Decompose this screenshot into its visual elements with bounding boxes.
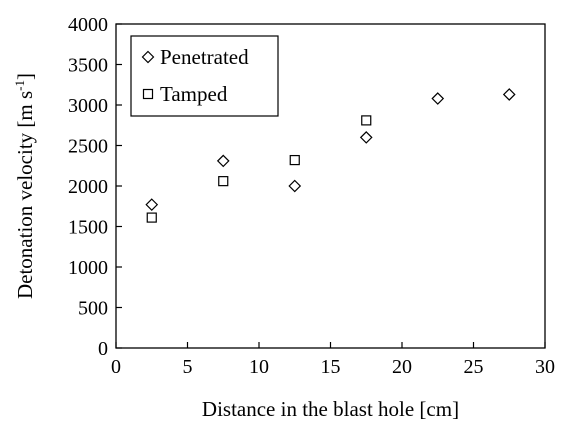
x-tick-label: 20: [392, 356, 412, 378]
y-tick-label: 2500: [68, 136, 108, 158]
diamond-point: [216, 154, 230, 168]
square-point: [289, 154, 300, 166]
y-axis-label: Detonation velocity [m s-1]: [12, 73, 37, 299]
series-tamped: [146, 115, 372, 223]
y-tick-label: 500: [78, 298, 108, 320]
y-axis-label-close: ]: [13, 73, 37, 80]
data-points: [145, 88, 516, 223]
diamond-point: [359, 131, 373, 144]
legend-box: [130, 35, 279, 117]
x-tick-label: 30: [535, 356, 555, 378]
y-tick-label: 4000: [68, 14, 108, 36]
diamond-point: [431, 92, 445, 105]
y-tick-label: 0: [98, 338, 108, 360]
y-tick-label: 3000: [68, 95, 108, 117]
y-tick-label: 2000: [68, 176, 108, 198]
x-tick-label: 15: [321, 356, 341, 378]
x-axis-label: Distance in the blast hole [cm]: [202, 397, 459, 421]
diamond-point: [502, 88, 516, 101]
square-point: [146, 212, 157, 223]
diamond-point: [145, 198, 159, 211]
square-point: [361, 115, 372, 126]
x-tick-label: 25: [464, 356, 484, 378]
y-axis-label-superscript: -1: [12, 80, 27, 91]
series-penetrated: [145, 88, 516, 211]
x-axis: 0 5 10 15 20 25 30: [111, 342, 555, 378]
y-tick-label: 1000: [68, 257, 108, 279]
x-tick-label: 5: [183, 356, 193, 378]
y-axis: 0 500 1000 1500 2000 2500 3000 3500 4000: [68, 14, 122, 360]
legend-marker-penetrated: [141, 50, 155, 64]
diamond-point: [288, 179, 302, 193]
y-tick-label: 1500: [68, 217, 108, 239]
x-tick-label: 10: [249, 356, 269, 378]
y-tick-label: 3500: [68, 55, 108, 77]
square-point: [218, 176, 229, 187]
legend-label-tamped: Tamped: [160, 82, 228, 106]
x-tick-label: 0: [111, 356, 121, 378]
legend: Penetrated Tamped: [130, 35, 279, 117]
legend-marker-tamped: [142, 88, 154, 100]
legend-label-penetrated: Penetrated: [160, 45, 249, 69]
y-axis-label-main: Detonation velocity [m s: [13, 91, 37, 299]
